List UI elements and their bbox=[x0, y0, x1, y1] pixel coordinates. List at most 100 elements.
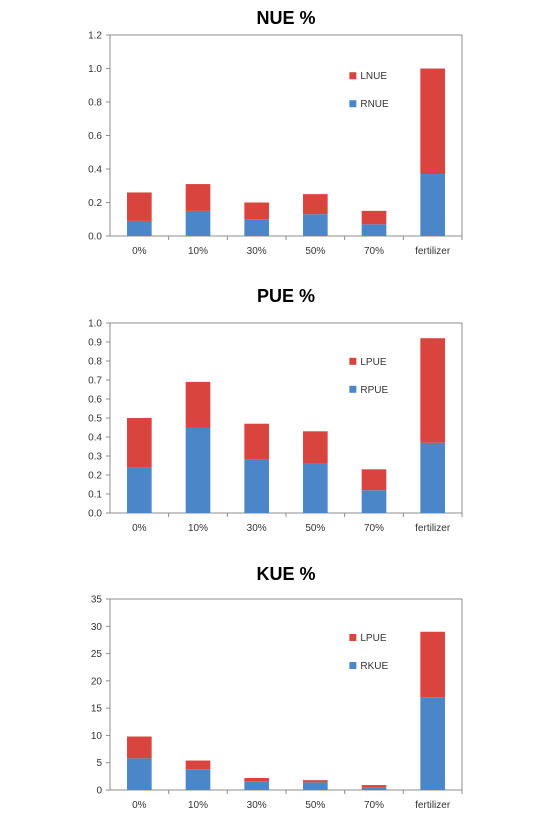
x-tick-label: 70% bbox=[364, 523, 384, 534]
bar-lnue-0 bbox=[127, 192, 152, 221]
bar-lpue-1 bbox=[185, 760, 211, 770]
bar-rkue-3 bbox=[303, 782, 328, 790]
y-tick-label: 0.0 bbox=[88, 509, 102, 520]
y-tick-label: 30 bbox=[91, 622, 103, 633]
y-tick-label: 0.4 bbox=[88, 433, 102, 444]
x-tick-label: 30% bbox=[247, 523, 267, 534]
bar-rkue-4 bbox=[361, 787, 387, 790]
legend-label-rnue: RNUE bbox=[360, 99, 389, 110]
chart-0: NUE % 0.0 0.2 0.4 0.6 0.8 1.0 1.2 0% 10% 30% 50% 70%… bbox=[88, 8, 463, 257]
chart-title: KUE % bbox=[256, 564, 315, 584]
bar-lpue-4 bbox=[361, 785, 387, 788]
y-tick-label: 20 bbox=[91, 676, 103, 687]
legend-label-lnue: LNUE bbox=[360, 71, 387, 82]
x-tick-label: fertilizer bbox=[415, 523, 451, 534]
bar-rpue-0 bbox=[127, 467, 152, 513]
bar-rkue-0 bbox=[127, 758, 152, 790]
bar-lnue-2 bbox=[244, 202, 269, 220]
legend-swatch-rkue bbox=[349, 662, 357, 670]
x-tick-label: 70% bbox=[364, 246, 384, 257]
x-tick-label: fertilizer bbox=[415, 246, 451, 257]
legend-label-lpue: LPUE bbox=[360, 357, 386, 368]
legend-swatch-rpue bbox=[349, 385, 357, 393]
plot-frame bbox=[109, 322, 463, 514]
bar-lpue-3 bbox=[303, 431, 328, 464]
x-tick-label: 0% bbox=[132, 523, 147, 534]
y-tick-label: 0.6 bbox=[88, 395, 102, 406]
bar-rpue-1 bbox=[185, 427, 211, 513]
bar-lpue-1 bbox=[185, 381, 211, 428]
y-tick-label: 0.8 bbox=[88, 98, 102, 109]
y-tick-label: 0.1 bbox=[88, 490, 102, 501]
chart-title: NUE % bbox=[256, 8, 315, 28]
y-tick-label: 0.3 bbox=[88, 452, 102, 463]
bar-rnue-5 bbox=[420, 174, 445, 236]
y-tick-label: 0.2 bbox=[88, 198, 102, 209]
y-tick-label: 10 bbox=[91, 731, 103, 742]
legend-label-rpue: RPUE bbox=[360, 385, 388, 396]
x-tick-label: 10% bbox=[188, 800, 208, 811]
plot-frame bbox=[109, 34, 463, 237]
y-tick-label: 0.5 bbox=[88, 414, 102, 425]
bar-lpue-2 bbox=[244, 777, 269, 782]
legend-label-lpue: LPUE bbox=[360, 633, 386, 644]
bar-rpue-4 bbox=[361, 490, 387, 513]
x-tick-label: 50% bbox=[305, 246, 325, 257]
legend-swatch-rnue bbox=[349, 100, 357, 108]
bar-rnue-4 bbox=[361, 224, 387, 236]
bar-lnue-1 bbox=[185, 184, 211, 211]
bar-lpue-2 bbox=[244, 423, 269, 460]
x-tick-label: 0% bbox=[132, 800, 147, 811]
bar-lpue-3 bbox=[303, 780, 328, 783]
bar-lpue-5 bbox=[420, 338, 445, 443]
x-tick-label: 30% bbox=[247, 246, 267, 257]
y-tick-label: 0.4 bbox=[88, 165, 102, 176]
y-tick-label: 0.7 bbox=[88, 376, 102, 387]
y-tick-label: 5 bbox=[96, 758, 102, 769]
bar-lnue-3 bbox=[303, 194, 328, 215]
bar-rpue-2 bbox=[244, 459, 269, 513]
x-tick-label: 50% bbox=[305, 800, 325, 811]
bar-rkue-1 bbox=[185, 769, 211, 790]
bar-lnue-4 bbox=[361, 210, 387, 225]
bar-rnue-2 bbox=[244, 219, 269, 236]
y-tick-label: 0.9 bbox=[88, 338, 102, 349]
bar-lpue-5 bbox=[420, 631, 445, 698]
bar-rnue-0 bbox=[127, 220, 152, 236]
legend-swatch-lnue bbox=[349, 72, 357, 80]
legend-swatch-lpue bbox=[349, 357, 357, 365]
y-tick-label: 1.0 bbox=[88, 319, 102, 330]
bar-rpue-3 bbox=[303, 463, 328, 513]
bar-lnue-5 bbox=[420, 68, 445, 175]
y-tick-label: 0.8 bbox=[88, 357, 102, 368]
y-tick-label: 0 bbox=[96, 786, 102, 797]
chart-title: PUE % bbox=[257, 286, 315, 306]
y-tick-label: 0.2 bbox=[88, 471, 102, 482]
x-tick-label: 10% bbox=[188, 523, 208, 534]
y-tick-label: 1.2 bbox=[88, 31, 102, 42]
x-tick-label: 30% bbox=[247, 800, 267, 811]
y-tick-label: 25 bbox=[91, 649, 103, 660]
x-tick-label: fertilizer bbox=[415, 800, 451, 811]
bar-lpue-4 bbox=[361, 469, 387, 491]
y-tick-label: 0.0 bbox=[88, 232, 102, 243]
bar-rkue-5 bbox=[420, 697, 445, 790]
x-tick-label: 70% bbox=[364, 800, 384, 811]
chart-2: KUE % 0 5 10 15 20 25 30 35 0% 10% 30% 50% 70% fertili… bbox=[91, 564, 463, 811]
y-tick-label: 35 bbox=[91, 595, 103, 606]
bar-rpue-5 bbox=[420, 442, 445, 513]
y-tick-label: 1.0 bbox=[88, 64, 102, 75]
legend-label-rkue: RKUE bbox=[360, 661, 388, 672]
bar-rnue-1 bbox=[185, 210, 211, 236]
bar-rnue-3 bbox=[303, 214, 328, 236]
legend-swatch-lpue bbox=[349, 634, 357, 642]
bar-lpue-0 bbox=[127, 418, 152, 468]
x-tick-label: 0% bbox=[132, 246, 147, 257]
y-tick-label: 15 bbox=[91, 704, 103, 715]
plot-frame bbox=[109, 598, 463, 791]
x-tick-label: 10% bbox=[188, 246, 208, 257]
chart-1: PUE % 0.0 0.1 0.2 0.3 0.4 0.5 0.6 0.7 0.8 0.9 1.0 0%… bbox=[88, 286, 463, 534]
x-tick-label: 50% bbox=[305, 523, 325, 534]
bar-rkue-2 bbox=[244, 781, 269, 790]
